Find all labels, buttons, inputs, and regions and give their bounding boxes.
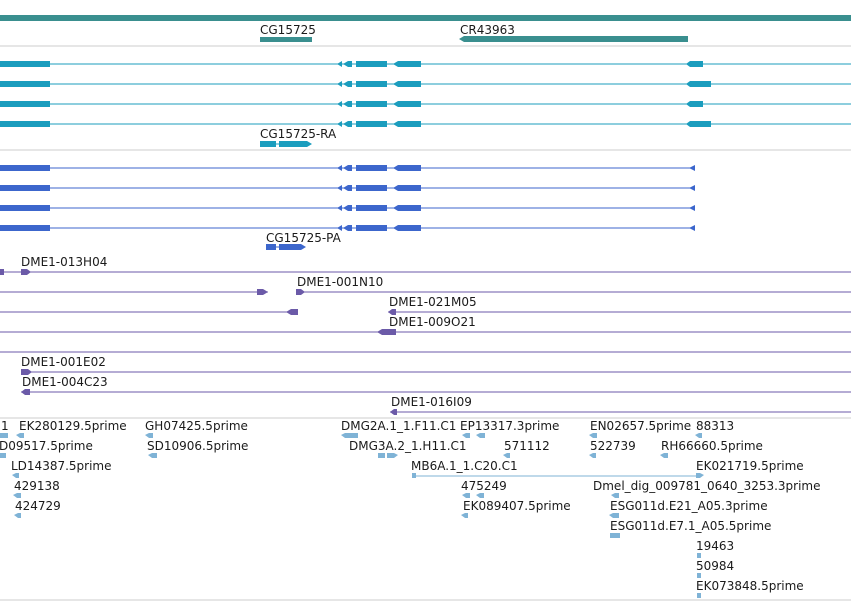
est-label[interactable]: 429138	[14, 479, 60, 493]
protein-rows	[0, 165, 695, 250]
clone-label[interactable]: DME1-004C23	[22, 375, 108, 389]
est-label[interactable]: 475249	[461, 479, 507, 493]
mrna-row-3	[0, 101, 851, 107]
est-label[interactable]: SD10906.5prime	[147, 439, 249, 453]
clone-label[interactable]: DME1-021M05	[389, 295, 477, 309]
est-label[interactable]: 1	[1, 419, 9, 433]
est-label[interactable]: GH07425.5prime	[145, 419, 248, 433]
est-label[interactable]: ESG011d.E7.1_A05.5prime	[610, 519, 772, 533]
est-label[interactable]: ESG011d.E21_A05.3prime	[610, 499, 768, 513]
transcript-label-ra[interactable]: CG15725-RA	[260, 127, 337, 141]
est-label[interactable]: 50984	[696, 559, 735, 573]
protein-row-4	[0, 225, 695, 231]
est-label[interactable]: 522739	[590, 439, 636, 453]
est-label[interactable]: DMG3A.2_1.H11.C1	[349, 439, 467, 453]
est-label[interactable]: EP13317.3prime	[460, 419, 560, 433]
protein-row-1	[0, 165, 695, 171]
clone-label[interactable]: DME1-016I09	[391, 395, 472, 409]
gene-glyph-cr43963[interactable]	[459, 36, 688, 42]
gene-label-cr43963[interactable]: CR43963	[460, 23, 515, 37]
est-label[interactable]: 88313	[696, 419, 735, 433]
est-label[interactable]: EN02657.5prime	[590, 419, 692, 433]
protein-pa-glyph	[266, 244, 306, 250]
est-label[interactable]: EK073848.5prime	[696, 579, 804, 593]
clone-label[interactable]: DME1-001N10	[297, 275, 384, 289]
mrna-rows	[0, 61, 851, 147]
est-label[interactable]: DMG2A.1_1.F11.C1	[341, 419, 457, 433]
est-label[interactable]: D09517.5prime	[0, 439, 93, 453]
clone-label[interactable]: DME1-013H04	[21, 255, 108, 269]
mrna-row-1	[0, 61, 851, 67]
est-label[interactable]: EK089407.5prime	[463, 499, 571, 513]
est-label[interactable]: LD14387.5prime	[11, 459, 112, 473]
est-glyphs	[0, 433, 704, 598]
gene-glyph-cg15725[interactable]	[260, 37, 312, 42]
est-label[interactable]: 424729	[15, 499, 61, 513]
locus-banner	[0, 15, 851, 21]
protein-row-2	[0, 185, 695, 191]
est-label[interactable]: RH66660.5prime	[661, 439, 763, 453]
gene-label-cg15725[interactable]: CG15725	[260, 23, 316, 37]
est-label[interactable]: 19463	[696, 539, 735, 553]
est-label[interactable]: MB6A.1_1.C20.C1	[411, 459, 518, 473]
transcript-label-pa[interactable]: CG15725-PA	[266, 231, 341, 245]
mrna-row-4	[0, 121, 851, 127]
protein-row-3	[0, 205, 695, 211]
est-label[interactable]: EK280129.5prime	[19, 419, 127, 433]
est-label[interactable]: 571112	[504, 439, 550, 453]
est-label[interactable]: Dmel_dig_009781_0640_3253.3prime	[593, 479, 821, 493]
mrna-ra-glyph	[260, 141, 312, 147]
clone-rows	[0, 269, 851, 415]
mrna-row-2	[0, 81, 851, 87]
est-label[interactable]: EK021719.5prime	[696, 459, 804, 473]
clone-label[interactable]: DME1-009O21	[389, 315, 476, 329]
clone-label[interactable]: DME1-001E02	[21, 355, 106, 369]
